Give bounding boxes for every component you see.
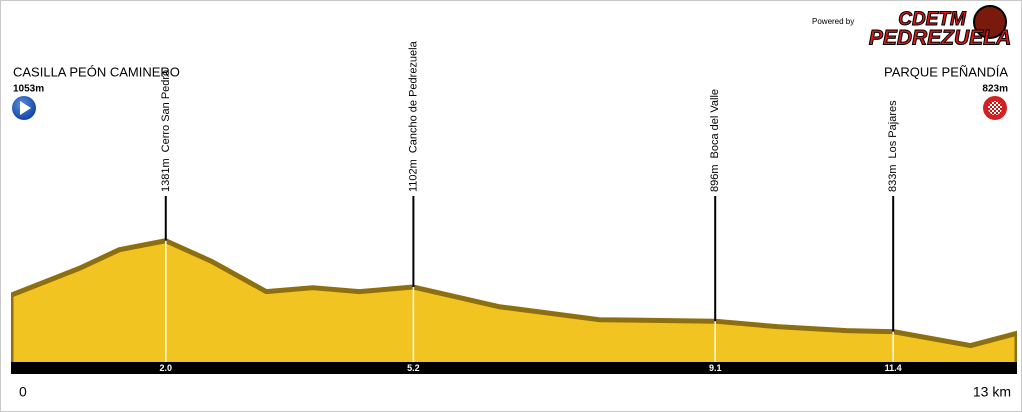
finish-icon-flag — [988, 101, 1002, 115]
waypoint-label: 1381m Cerro San Pedro — [160, 70, 172, 192]
x-tick-label: 0 — [19, 384, 27, 400]
waypoint-name: Los Pajares — [887, 100, 899, 159]
waypoint-altitude: 833m — [887, 164, 899, 192]
waypoint-altitude: 1102m — [407, 159, 419, 192]
finish-name: PARQUE PEÑANDÍA — [884, 64, 1008, 79]
logo-text: PEDREZUELA — [869, 27, 1011, 50]
plot-area — [11, 238, 1017, 362]
waypoint-label: 1102m Cancho de Pedrezuela — [407, 40, 419, 192]
start-altitude: 1053m — [13, 84, 44, 95]
waypoint-km: 11.4 — [885, 363, 902, 373]
elevation-area — [11, 238, 1017, 362]
waypoint-name: Boca del Valle — [709, 89, 721, 159]
start-icon-arrow — [20, 101, 31, 115]
waypoint-km: 9.1 — [709, 363, 722, 373]
logo-text: CDETM — [898, 9, 967, 30]
powered-by: Powered by — [812, 17, 854, 26]
waypoint-altitude: 1381m — [160, 158, 172, 192]
waypoint-label: 896m Boca del Valle — [709, 89, 721, 192]
logo-emblem — [973, 5, 1007, 39]
waypoint-km: 5.2 — [407, 363, 420, 373]
waypoint-km: 2.0 — [160, 363, 173, 373]
waypoint-name: Cancho de Pedrezuela — [407, 40, 419, 153]
waypoint-label: 833m Los Pajares — [887, 100, 899, 192]
distance-bar — [11, 362, 1017, 374]
waypoint-name: Cerro San Pedro — [160, 70, 172, 153]
x-tick-label: 13 km — [973, 384, 1011, 400]
start-name: CASILLA PEÓN CAMINERO — [13, 64, 180, 79]
finish-altitude: 823m — [982, 84, 1008, 95]
waypoint-altitude: 896m — [709, 164, 721, 192]
